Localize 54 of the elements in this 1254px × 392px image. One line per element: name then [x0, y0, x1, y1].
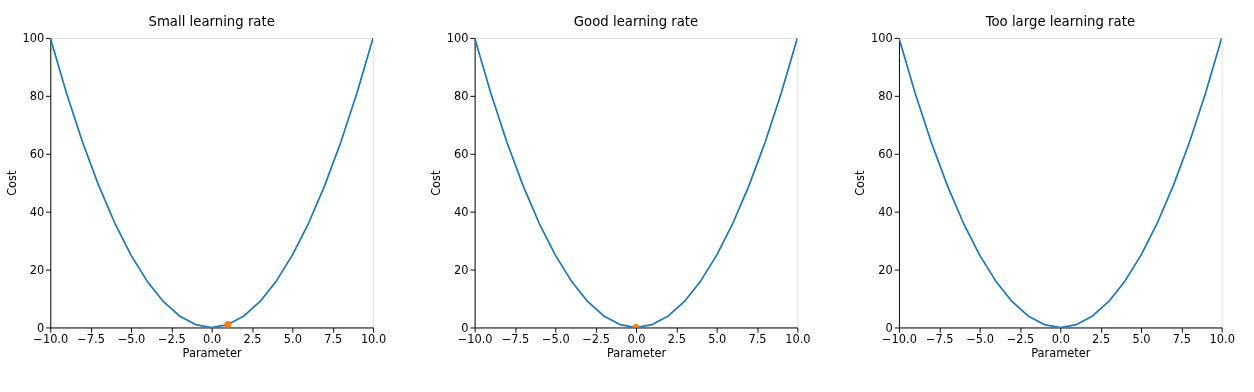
y-tick-label: 0: [885, 320, 893, 335]
y-axis-title: Cost: [853, 170, 868, 196]
y-tick-label: 100: [871, 31, 893, 46]
y-tick-label: 60: [878, 147, 893, 162]
x-tick-label: 2.5: [243, 332, 262, 347]
x-axis-title: Parameter: [182, 346, 243, 361]
x-tick-label: 10.0: [360, 332, 387, 347]
x-tick-label: 0.0: [203, 332, 222, 347]
x-tick-label: 7.5: [324, 332, 343, 347]
x-tick-label: 5.0: [1132, 332, 1151, 347]
x-axis-title: Parameter: [606, 346, 667, 361]
y-tick-label: 40: [878, 204, 893, 219]
y-tick-label: 60: [453, 147, 469, 162]
y-tick-label: 40: [29, 204, 45, 219]
x-tick-label: −5.0: [966, 332, 994, 347]
x-tick-label: 0.0: [627, 332, 646, 347]
x-tick-label: 7.5: [1172, 332, 1191, 347]
y-tick-label: 80: [453, 89, 469, 104]
y-tick-label: 80: [878, 89, 893, 104]
x-tick-label: 10.0: [1209, 332, 1235, 347]
x-tick-label: −2.5: [582, 332, 610, 347]
x-tick-label: 5.0: [708, 332, 727, 347]
x-tick-label: −10.0: [33, 332, 69, 347]
x-tick-label: −7.5: [925, 332, 954, 347]
y-tick-label: 0: [461, 320, 469, 335]
y-tick-label: 0: [36, 320, 45, 335]
y-tick-label: 20: [878, 262, 893, 277]
x-tick-label: −2.5: [1006, 332, 1035, 347]
y-tick-label: 20: [29, 262, 45, 277]
chart-title: Too large learning rate: [984, 13, 1136, 29]
chart-title: Good learning rate: [573, 13, 699, 29]
y-axis-title: Cost: [429, 170, 444, 196]
x-tick-label: −5.0: [541, 332, 570, 347]
x-tick-label: 10.0: [785, 332, 811, 347]
x-tick-label: −2.5: [158, 332, 186, 347]
x-tick-label: 7.5: [748, 332, 767, 347]
x-tick-label: −7.5: [77, 332, 105, 347]
x-tick-label: −10.0: [882, 332, 917, 347]
x-tick-label: 2.5: [1092, 332, 1111, 347]
x-tick-label: −7.5: [501, 332, 530, 347]
chart-title: Small learning rate: [148, 13, 275, 29]
y-tick-label: 100: [22, 31, 45, 46]
y-tick-label: 80: [29, 89, 45, 104]
y-axis-title: Cost: [4, 170, 19, 196]
x-tick-label: 0.0: [1051, 332, 1070, 347]
y-tick-label: 60: [29, 147, 45, 162]
y-tick-label: 100: [446, 31, 469, 46]
x-tick-label: 2.5: [667, 332, 686, 347]
x-axis-title: Parameter: [1031, 346, 1091, 361]
x-tick-label: −5.0: [117, 332, 146, 347]
x-tick-label: −10.0: [457, 332, 493, 347]
x-tick-label: 5.0: [283, 332, 302, 347]
y-tick-label: 40: [453, 204, 469, 219]
y-tick-label: 20: [453, 262, 469, 277]
